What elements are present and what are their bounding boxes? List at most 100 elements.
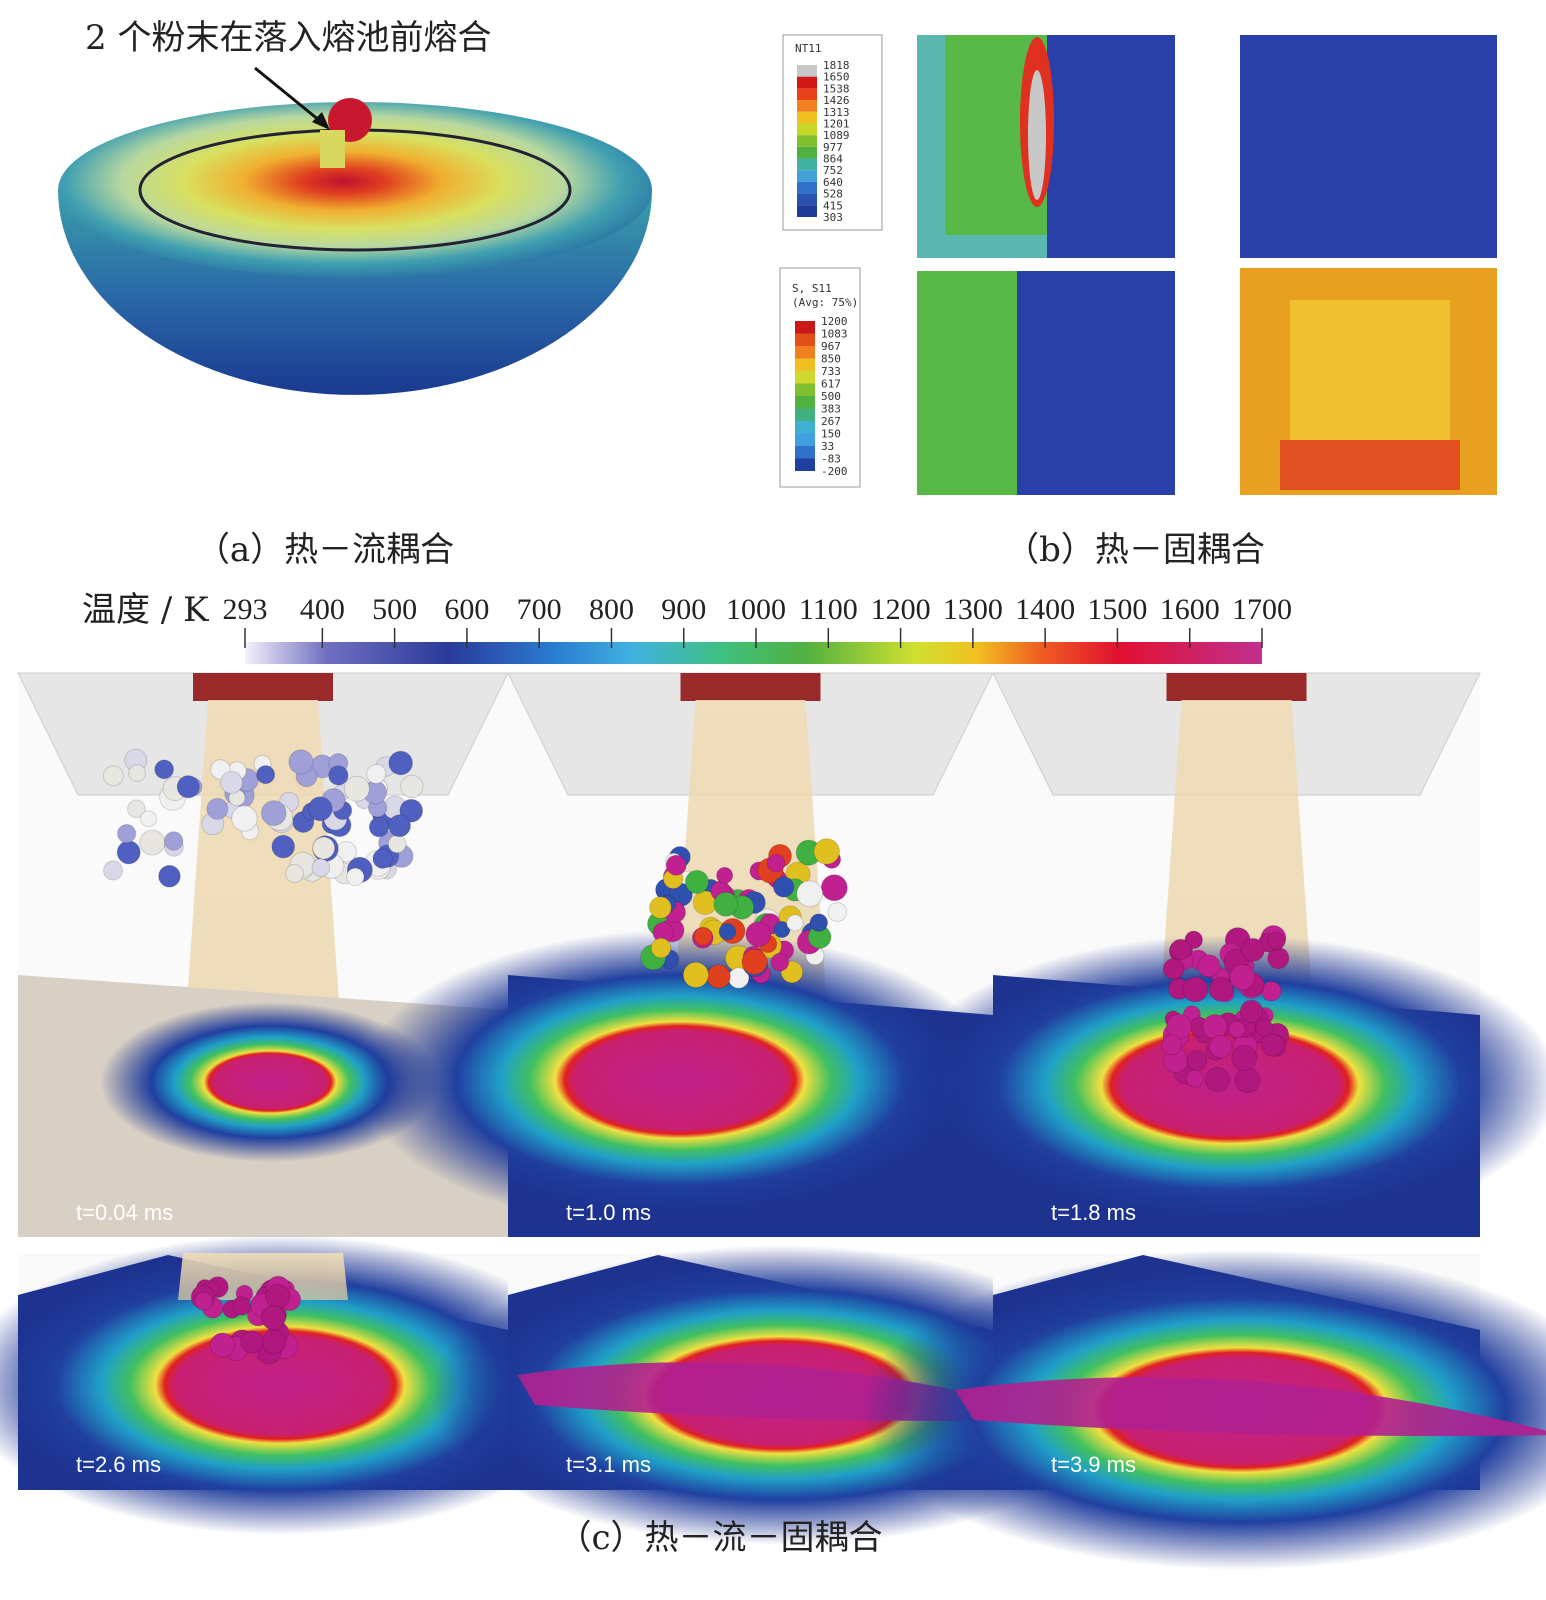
particle bbox=[387, 834, 407, 854]
particle bbox=[650, 937, 672, 959]
time-label: t=1.0 ms bbox=[566, 1200, 651, 1225]
particle bbox=[713, 891, 739, 917]
legend-swatch bbox=[797, 181, 817, 194]
time-label: t=2.6 ms bbox=[76, 1452, 161, 1477]
legend-label: 967 bbox=[821, 340, 841, 353]
legend-label: 617 bbox=[821, 378, 841, 391]
particle bbox=[139, 810, 158, 828]
legend-swatch bbox=[795, 433, 815, 446]
particle bbox=[231, 805, 258, 832]
particle bbox=[116, 840, 141, 865]
beam bbox=[183, 700, 343, 1060]
colorbar-tick-label: 1000 bbox=[726, 593, 786, 626]
legend-label: 528 bbox=[823, 188, 843, 201]
legend-swatch bbox=[797, 170, 817, 182]
colorbar-tick-label: 400 bbox=[300, 593, 345, 626]
colorbar-tick-label: 1700 bbox=[1232, 593, 1292, 626]
colorbar bbox=[245, 642, 1262, 664]
particle bbox=[220, 771, 243, 794]
legend-swatch bbox=[797, 205, 817, 217]
colorbar-tick-label: 1300 bbox=[943, 593, 1003, 626]
legend-label: 267 bbox=[821, 415, 841, 428]
particle bbox=[128, 764, 147, 782]
stress-panels bbox=[917, 35, 1497, 495]
legend-label: 1201 bbox=[823, 117, 850, 130]
legend-label: 415 bbox=[823, 199, 843, 212]
particle bbox=[1267, 931, 1286, 950]
particle bbox=[745, 921, 772, 948]
particle bbox=[103, 860, 123, 881]
legend-swatch bbox=[795, 446, 815, 459]
legend-swatch bbox=[797, 65, 817, 77]
particle bbox=[368, 816, 390, 838]
legend-subtitle: (Avg: 75%) bbox=[792, 296, 858, 309]
nozzle-cap bbox=[193, 673, 333, 701]
particle bbox=[1162, 958, 1185, 980]
particle bbox=[311, 858, 331, 878]
particle bbox=[102, 765, 124, 787]
legend-swatch bbox=[795, 371, 815, 384]
particle bbox=[366, 763, 387, 784]
legend-label: -200 bbox=[821, 465, 848, 478]
particle bbox=[231, 1296, 252, 1316]
nozzle-cap bbox=[680, 673, 821, 701]
particle bbox=[1182, 976, 1209, 1003]
particle bbox=[343, 775, 370, 802]
legend-swatch bbox=[797, 88, 817, 101]
colorbar-label: 温度 / K bbox=[82, 590, 209, 630]
time-label: t=3.1 ms bbox=[566, 1452, 651, 1477]
particle bbox=[665, 854, 687, 876]
particle bbox=[1228, 963, 1256, 991]
colorbar-tick-label: 900 bbox=[661, 593, 706, 626]
particle bbox=[1239, 999, 1264, 1024]
legend-swatch bbox=[797, 123, 817, 136]
particle bbox=[820, 874, 848, 902]
melt-pool bbox=[360, 930, 1000, 1230]
legend-label: 850 bbox=[821, 353, 841, 366]
legend-label: 383 bbox=[821, 403, 841, 416]
particle bbox=[154, 759, 175, 780]
particle bbox=[116, 823, 137, 844]
legend-label: 1200 bbox=[821, 315, 848, 328]
particle bbox=[1170, 938, 1192, 961]
particle bbox=[1255, 1018, 1274, 1037]
particle bbox=[265, 1283, 291, 1310]
legend-label: 1818 bbox=[823, 59, 850, 72]
particle bbox=[813, 838, 840, 865]
time-label: t=1.8 ms bbox=[1051, 1200, 1136, 1225]
legend-label: 1313 bbox=[823, 106, 850, 119]
legend-swatch bbox=[795, 333, 815, 346]
particle bbox=[328, 765, 349, 786]
particle bbox=[772, 876, 795, 898]
particle bbox=[261, 1329, 287, 1355]
legend-swatch bbox=[795, 421, 815, 434]
legend-swatch bbox=[797, 111, 817, 124]
particle bbox=[260, 800, 287, 827]
legend-swatch bbox=[795, 408, 815, 421]
particle bbox=[1241, 937, 1265, 962]
particle bbox=[741, 948, 768, 975]
legends: NT11 S, S11 (Avg: 75%) 18181650153814261… bbox=[779, 34, 883, 488]
colorbar-tick-label: 1200 bbox=[871, 593, 931, 626]
colorbar-tick-label: 500 bbox=[372, 593, 417, 626]
particle bbox=[809, 913, 829, 932]
particle bbox=[827, 902, 848, 922]
particle bbox=[770, 952, 790, 972]
legend-label: 1083 bbox=[821, 328, 848, 341]
legend-label: 977 bbox=[823, 141, 843, 154]
legend-label: 150 bbox=[821, 428, 841, 441]
particle bbox=[307, 796, 333, 822]
particle bbox=[388, 750, 413, 776]
colorbar-tick-label: 700 bbox=[517, 593, 562, 626]
legend-swatch bbox=[795, 458, 815, 471]
simulation-panels: t=0.04 ms t=2.6 ms t=1.0 ms t=3.1 ms t=1.8 m… bbox=[0, 672, 1546, 1570]
legend-label: 1650 bbox=[823, 71, 850, 84]
particle bbox=[256, 765, 276, 785]
particle bbox=[706, 964, 731, 989]
particle bbox=[271, 834, 296, 859]
legend-swatch bbox=[797, 135, 817, 147]
particle bbox=[312, 836, 336, 860]
colorbar-tick-label: 1100 bbox=[799, 593, 858, 626]
particle bbox=[693, 926, 713, 946]
